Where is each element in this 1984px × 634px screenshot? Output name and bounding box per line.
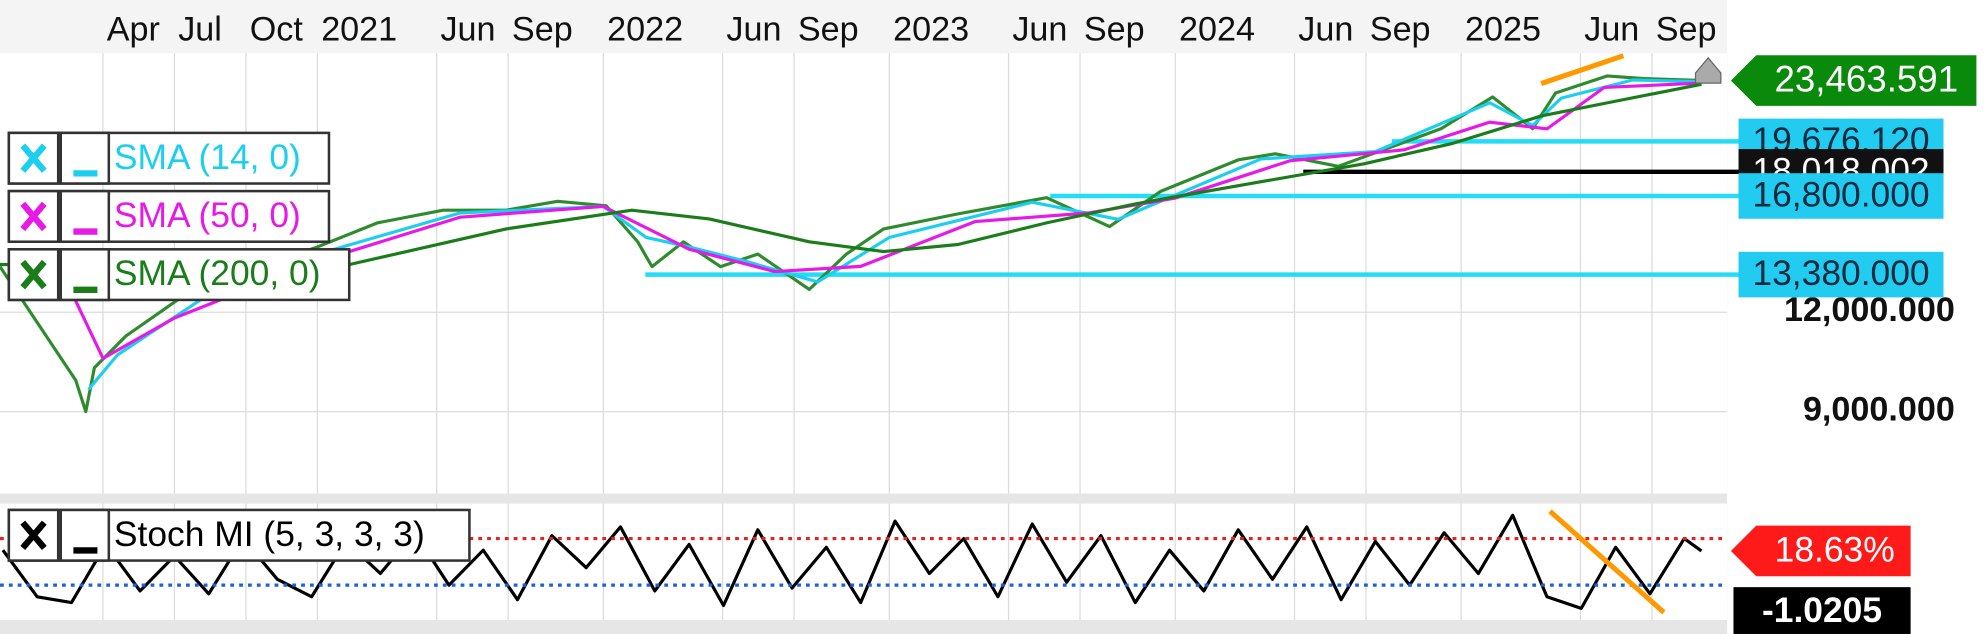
- trendline: [1548, 509, 1666, 615]
- x-tick-label: Sep: [798, 11, 859, 49]
- close-button[interactable]: [7, 248, 60, 302]
- x-tick-label: Jun: [1298, 11, 1353, 49]
- price-label: 23,463.591: [1775, 59, 1959, 100]
- legend-label: Stoch MI (5, 3, 3, 3): [114, 514, 425, 554]
- legend-label: SMA (14, 0): [114, 137, 301, 177]
- level-label: 13,380.000: [1752, 253, 1929, 293]
- close-icon[interactable]: [20, 259, 47, 290]
- readout: -1.0205: [1762, 590, 1882, 630]
- close-icon[interactable]: [20, 201, 47, 232]
- legend-item: Stoch MI (5, 3, 3, 3): [7, 508, 471, 562]
- date-strip: [0, 0, 1728, 54]
- price-tag: [1730, 55, 1977, 106]
- x-tick-label: Sep: [1084, 11, 1145, 49]
- stoch-tag: [1730, 525, 1911, 577]
- y-tick-label: 12,000.000: [1784, 291, 1955, 329]
- legend-item: SMA (14, 0): [7, 131, 331, 185]
- legend-label: SMA (50, 0): [114, 195, 301, 235]
- last-marker: [1694, 56, 1722, 84]
- x-tick-label: 2024: [1179, 11, 1255, 49]
- overlay: Apr Jul Oct 2021 Jun Sep 2022 Jun Sep 2023 Jun Sep 2…: [7, 11, 1977, 634]
- readout-box: [1733, 587, 1911, 634]
- level-tag: [1738, 251, 1944, 298]
- trendline: [1540, 53, 1625, 86]
- legend-label: SMA (200, 0): [114, 253, 321, 293]
- legend-item: SMA (50, 0): [7, 189, 331, 243]
- x-tick-label: Sep: [1656, 11, 1717, 49]
- x-tick-label: Jun: [726, 11, 781, 49]
- y-tick-label: 9,000.000: [1803, 391, 1955, 429]
- level-label: 16,800.000: [1752, 175, 1929, 215]
- marks: [0, 74, 1943, 610]
- x-tick-label: 2021: [321, 11, 397, 49]
- x-tick-label: 2023: [893, 11, 969, 49]
- x-tick-label: Oct: [250, 11, 304, 49]
- x-tick-label: Jun: [1012, 11, 1067, 49]
- x-tick-label: Sep: [512, 11, 573, 49]
- x-tick-label: 2025: [1465, 11, 1541, 49]
- x-tick-label: Jun: [1584, 11, 1639, 49]
- stoch-tag-label: 18.63%: [1775, 530, 1895, 570]
- series-line: [1, 513, 1703, 610]
- x-tick-label: Sep: [1370, 11, 1431, 49]
- x-tick-label: Jul: [178, 11, 222, 49]
- close-button[interactable]: [7, 508, 60, 562]
- close-icon[interactable]: [20, 520, 47, 550]
- legend-item: SMA (200, 0): [7, 248, 351, 302]
- close-icon[interactable]: [20, 143, 47, 173]
- level-tag: [1738, 173, 1944, 219]
- x-tick-label: Apr: [107, 11, 160, 49]
- x-tick-label: Jun: [440, 11, 495, 49]
- series-line: [0, 82, 1702, 269]
- x-tick-label: 2022: [607, 11, 683, 49]
